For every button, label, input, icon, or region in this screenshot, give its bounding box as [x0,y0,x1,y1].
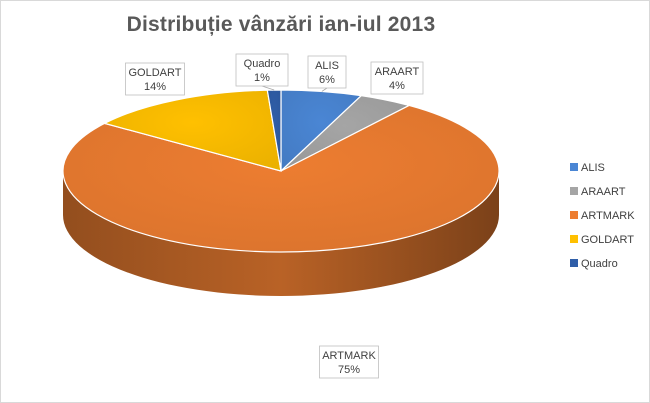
pie-side-artmark [63,171,499,296]
data-label-name: Quadro [244,58,281,70]
legend-item-artmark: ARTMARK [570,210,635,222]
legend-swatch [570,163,578,171]
legend-label: GOLDART [581,234,634,246]
pie-slice-goldart [102,89,282,172]
legend-swatch [570,211,578,219]
legend-label: Quadro [581,258,618,270]
legend-item-alis: ALIS [570,162,605,174]
legend-swatch [570,235,578,243]
data-label-alis: ALIS 6% [307,55,347,92]
legend-label: ALIS [581,162,605,174]
data-label-value: 1% [254,72,270,84]
chart-title: Distribuție vânzări ian-iul 2013 [126,13,436,36]
data-label-goldart: GOLDART 14% [125,62,185,96]
legend-item-goldart: GOLDART [570,234,634,246]
data-label-value: 4% [389,80,405,92]
legend-swatch [570,187,578,195]
data-label-value: 75% [338,364,360,376]
data-label-name: ALIS [315,60,339,72]
legend-item-quadro: Quadro [570,258,618,270]
data-label-name: GOLDART [129,67,182,79]
data-label-name: ARAART [375,66,420,78]
legend-swatch [570,259,578,267]
data-label-artmark: ARTMARK 75% [319,345,379,379]
legend-label: ARTMARK [581,210,635,222]
legend-label: ARAART [581,186,626,198]
data-label-value: 14% [144,81,166,93]
legend-item-araart: ARAART [570,186,626,198]
data-label-name: ARTMARK [322,350,376,362]
data-label-value: 6% [319,74,335,86]
data-label-quadro: Quadro 1% [235,53,289,91]
pie-slice-quadro [266,89,282,172]
data-label-araart: ARAART 4% [370,61,424,95]
